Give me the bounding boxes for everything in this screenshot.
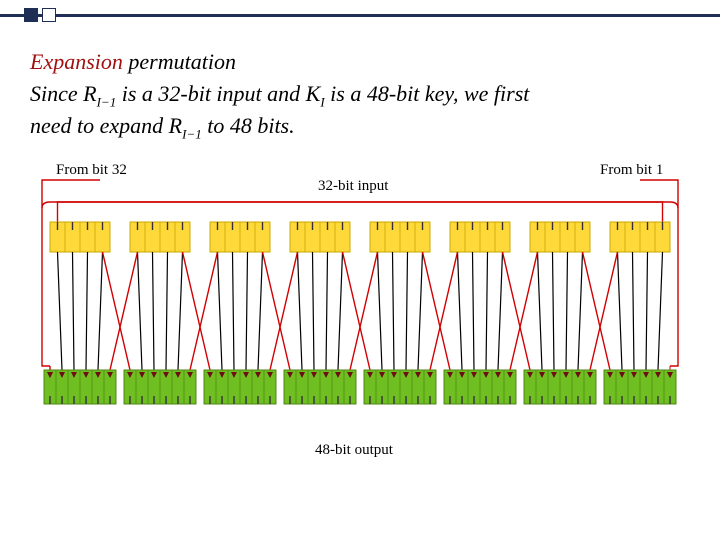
slide-top-bar [0,0,720,30]
diagram-svg [30,162,690,472]
bullet-square-filled [24,8,38,22]
title-highlight: Expansion [30,49,123,74]
slide-title: Expansion permutation [30,48,690,77]
slide-body-line1: Since RI−1 is a 32-bit input and KI is a… [30,79,690,111]
title-rest: permutation [123,49,236,74]
bullet-square-empty [42,8,56,22]
expansion-diagram: From bit 32 From bit 1 32-bit input 48-b… [30,162,690,472]
slide-body-line2: need to expand RI−1 to 48 bits. [30,111,690,143]
slide-content: Expansion permutation Since RI−1 is a 32… [0,30,720,472]
top-divider [0,14,720,17]
